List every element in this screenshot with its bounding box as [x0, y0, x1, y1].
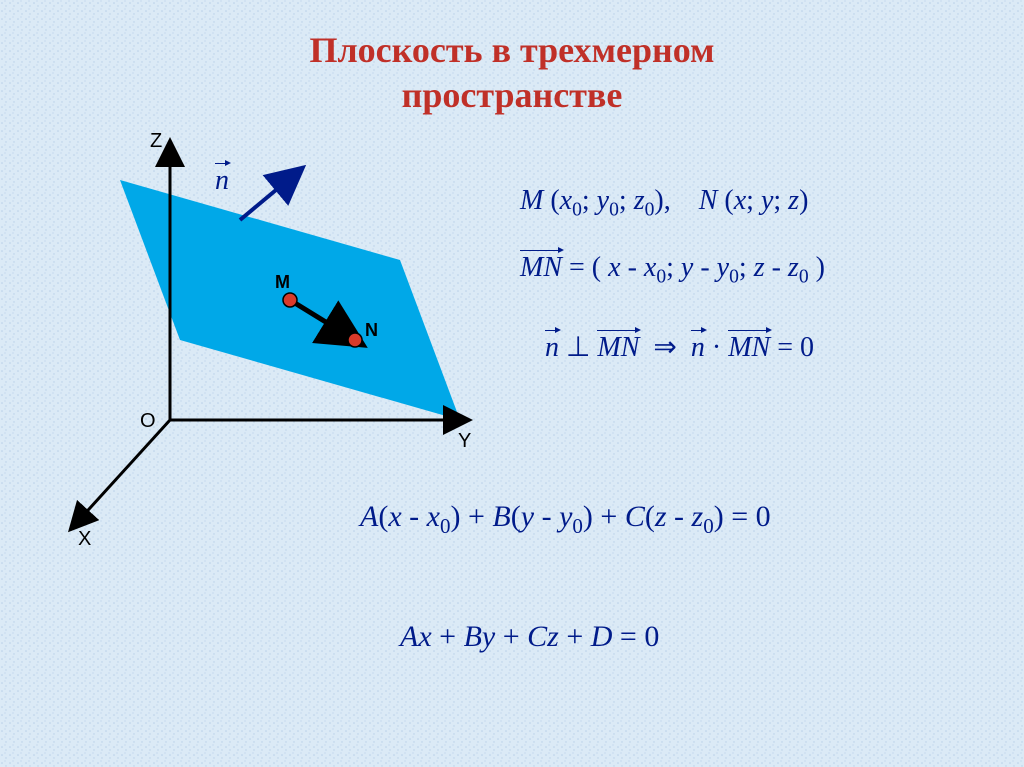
- label-y: Y: [458, 430, 471, 453]
- formula-mn-vector: MN = ( x - x0; y - y0; z - z0 ): [520, 252, 825, 289]
- label-n: N: [365, 320, 378, 341]
- formula-n: N (x; y; z): [699, 185, 809, 216]
- formula-points: M (x0; y0; z0), N (x; y; z): [520, 185, 808, 222]
- label-normal-n: n: [215, 165, 229, 197]
- axis-x: [70, 420, 170, 530]
- slide-title: Плоскость в трехмерном пространстве: [0, 28, 1024, 118]
- point-n: [348, 333, 362, 347]
- formula-plane-general: Ax + By + Cz + D = 0: [400, 620, 659, 654]
- label-o: O: [140, 410, 156, 433]
- label-m: M: [275, 272, 290, 293]
- point-m: [283, 293, 297, 307]
- formula-perpendicular: n ⊥ MN ⇒ n · MN = 0: [545, 330, 814, 364]
- formula-m: M (x0; y0; z0),: [520, 185, 671, 216]
- title-line1: Плоскость в трехмерном: [309, 30, 714, 70]
- normal-vector: [240, 170, 300, 220]
- normal-n-text: n: [215, 165, 229, 197]
- title-line2: пространстве: [402, 75, 623, 115]
- label-z: Z: [150, 130, 162, 153]
- formula-plane-point: A(x - x0) + B(y - y0) + C(z - z0) = 0: [360, 500, 771, 539]
- label-x: X: [78, 528, 91, 551]
